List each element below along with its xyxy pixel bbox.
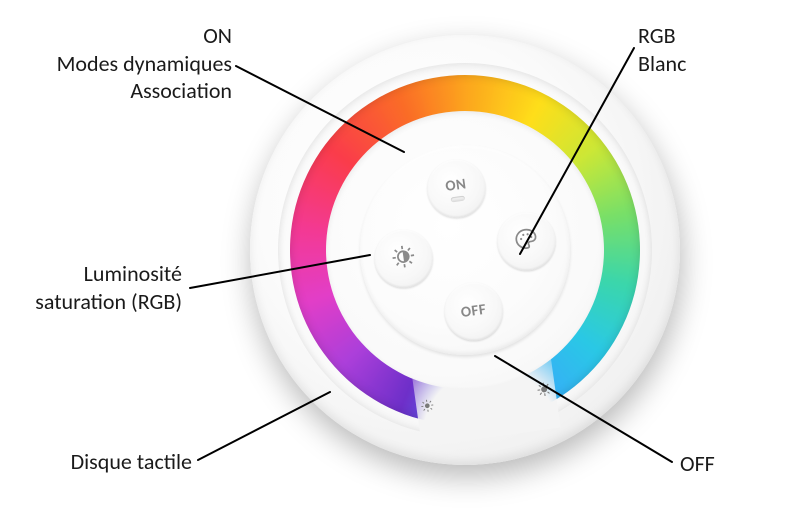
callout-off: OFF <box>680 450 715 478</box>
on-button-led <box>450 195 465 202</box>
on-button-label: ON <box>444 175 467 196</box>
off-button[interactable]: OFF <box>441 279 507 345</box>
diagram-canvas: ON OFF <box>0 0 800 519</box>
half-sun-icon <box>389 241 419 275</box>
callout-lum: Luminosité saturation (RGB) <box>35 260 182 315</box>
sun-min-icon <box>418 397 436 415</box>
off-button-label: OFF <box>460 301 488 322</box>
callout-rgb: RGB Blanc <box>638 22 686 77</box>
callout-disc: Disque tactile <box>71 448 192 476</box>
device-remote: ON OFF <box>222 7 708 493</box>
palette-icon <box>511 224 541 258</box>
brightness-button[interactable] <box>371 226 437 292</box>
callout-on: ON Modes dynamiques Association <box>57 22 232 105</box>
sun-max-icon <box>535 380 553 398</box>
on-button[interactable]: ON <box>424 156 490 222</box>
color-button[interactable] <box>494 209 560 275</box>
